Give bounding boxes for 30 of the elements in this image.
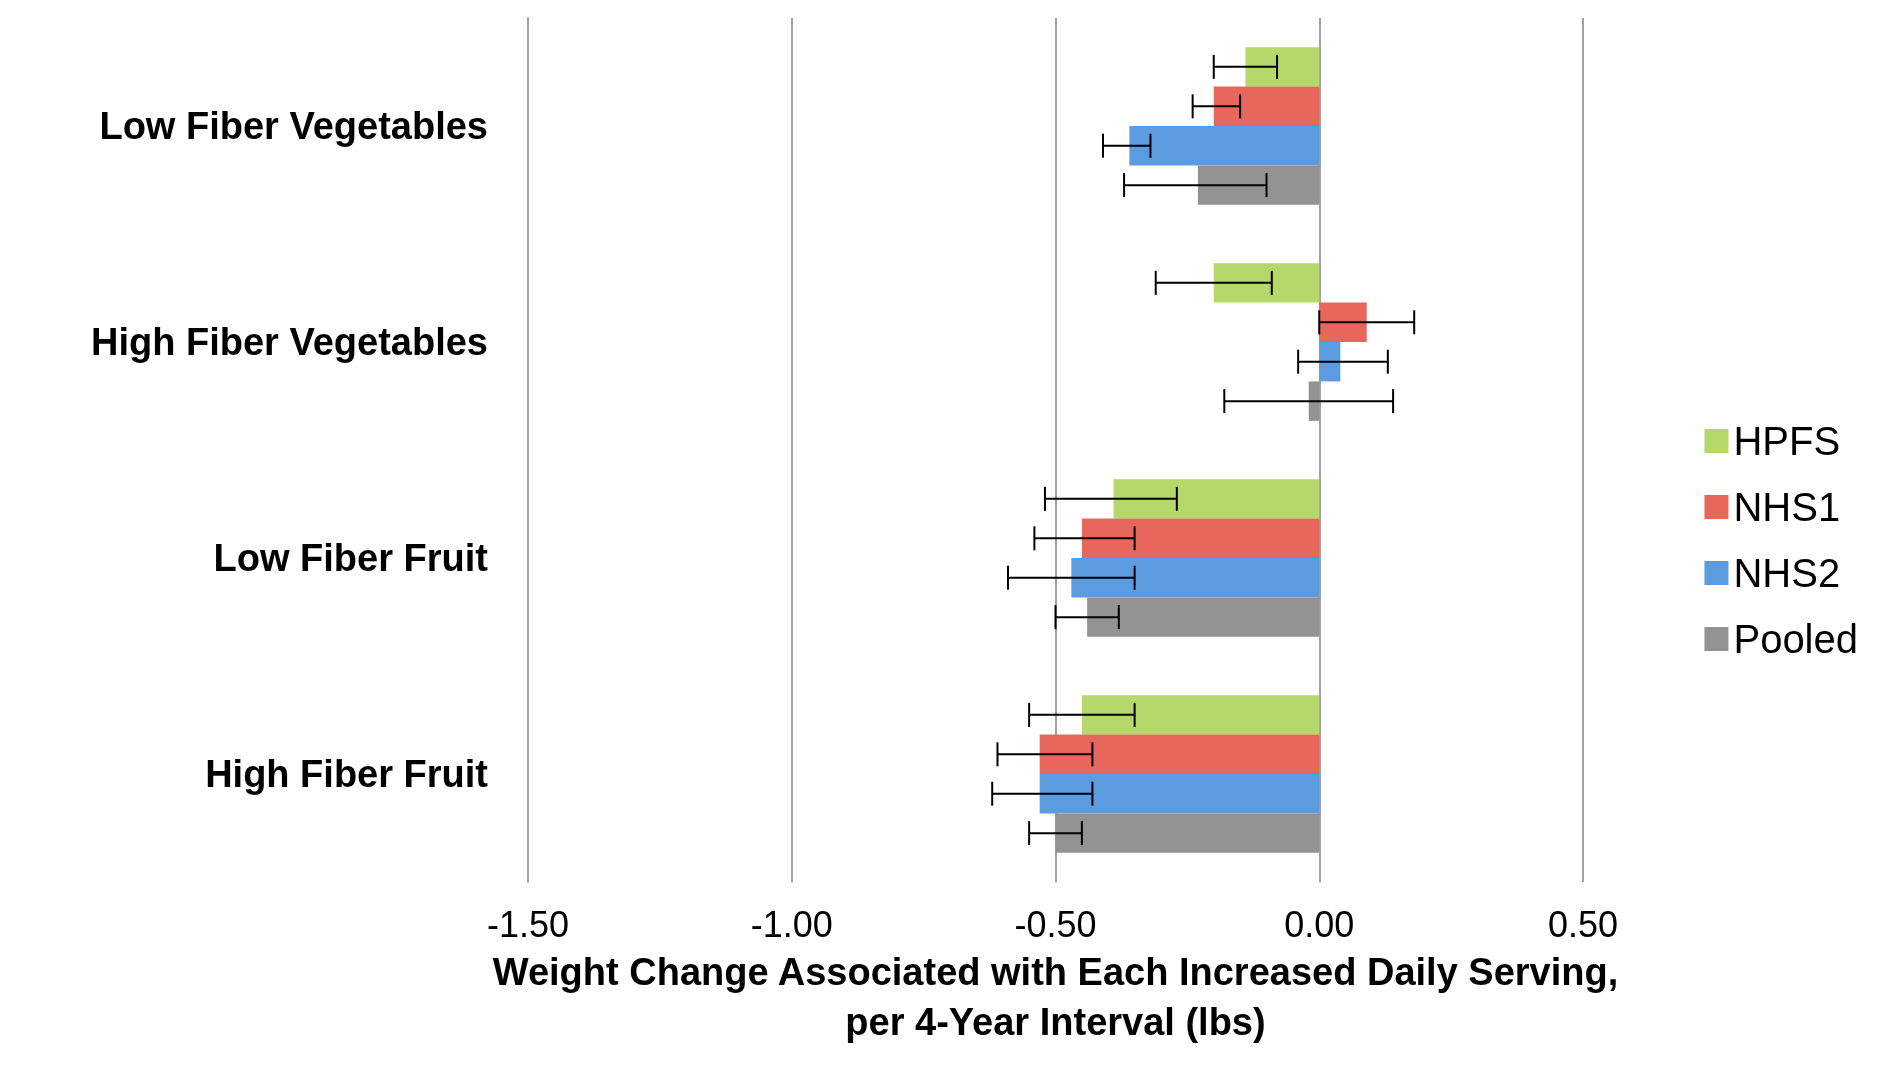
- bar: [1197, 165, 1320, 205]
- legend-label: HPFS: [1733, 419, 1841, 463]
- bar: [1039, 774, 1320, 814]
- bar: [1081, 518, 1320, 558]
- x-tick-label: 0.00: [1284, 903, 1355, 945]
- legend-label: Pooled: [1733, 617, 1859, 661]
- bar: [1213, 86, 1320, 126]
- bar: [1308, 381, 1320, 421]
- bar: [1081, 695, 1320, 735]
- bar: [1129, 126, 1320, 166]
- x-axis-title: Weight Change Associated with Each Increased Daily Serving, per 4-Year Interval (lbs): [492, 950, 1619, 1043]
- bar: [1319, 302, 1367, 342]
- bar: [1071, 558, 1320, 598]
- bar: [1087, 597, 1320, 637]
- x-tick-label: -0.50: [1014, 903, 1097, 945]
- bar: [1213, 263, 1320, 303]
- y-tick-label: High Fiber Fruit: [205, 753, 489, 795]
- y-tick-label: Low Fiber Vegetables: [99, 105, 488, 147]
- y-tick-label: Low Fiber Fruit: [213, 537, 489, 579]
- bar: [1245, 47, 1320, 87]
- y-tick-label: High Fiber Vegetables: [91, 321, 488, 363]
- bar: [1039, 734, 1320, 774]
- legend-label: NHS2: [1733, 551, 1841, 595]
- x-tick-label: -1.50: [486, 903, 570, 945]
- x-tick-label: -1.00: [750, 903, 833, 945]
- bar: [1113, 479, 1320, 519]
- bar: [1055, 813, 1320, 853]
- x-tick-label: 0.50: [1547, 903, 1619, 945]
- bar: [1319, 342, 1341, 382]
- legend-label: NHS1: [1733, 485, 1841, 529]
